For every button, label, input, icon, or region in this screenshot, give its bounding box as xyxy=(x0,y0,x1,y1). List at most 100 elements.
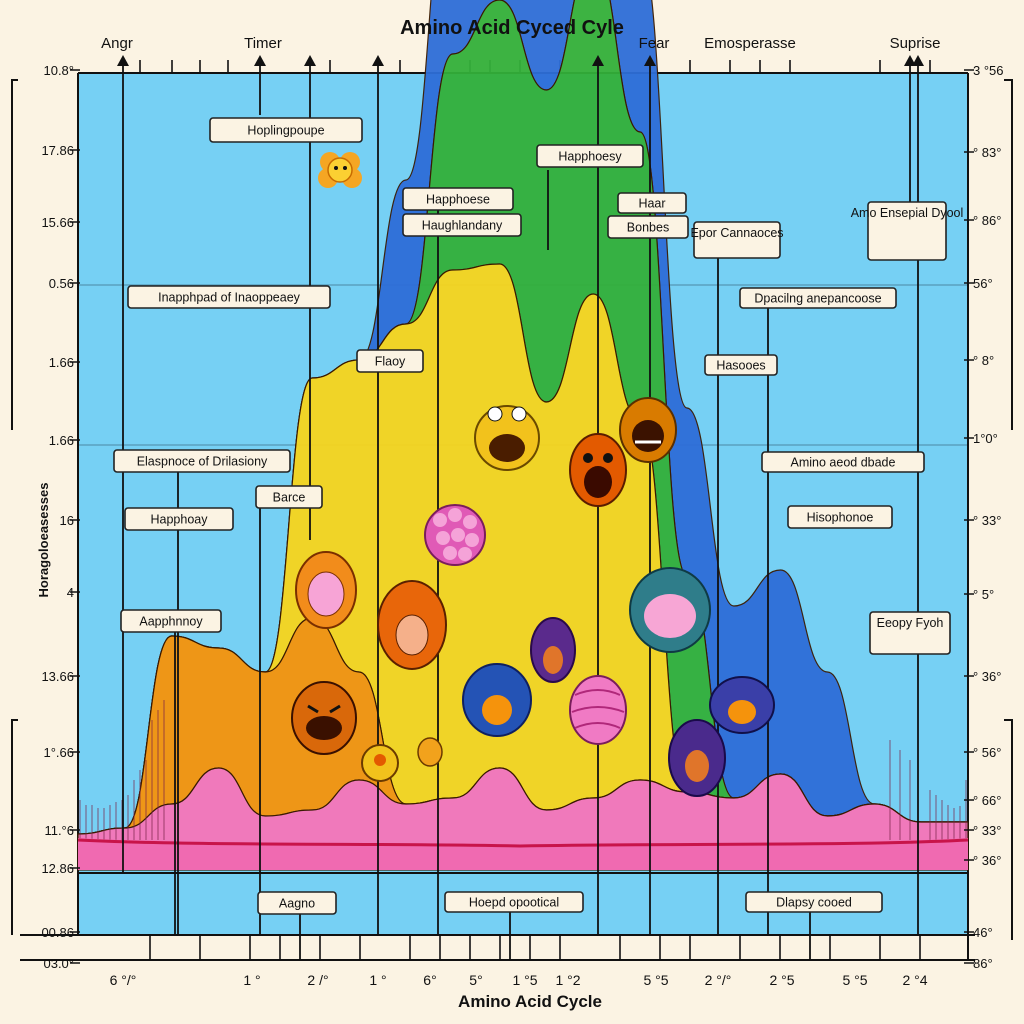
emotion-label-anger: Angr xyxy=(101,35,133,52)
annotation-text: Hasooes xyxy=(716,359,765,373)
annotation-text: Flaoy xyxy=(375,355,406,369)
y-tick-left: 00.86 xyxy=(41,925,74,940)
annotation-text: Eeopy Fyoh xyxy=(877,616,944,630)
bottom-dark-band xyxy=(78,838,968,870)
annotation-text: Hoplingpoupe xyxy=(247,124,324,138)
dark-seed-icon xyxy=(530,617,576,683)
chart-frame xyxy=(11,72,1013,961)
y-tick-right: ° 56° xyxy=(973,745,1001,760)
annotation-box: Flaoy xyxy=(356,349,424,373)
annotation-text: Happhoese xyxy=(426,193,490,207)
leader-arrows xyxy=(117,55,924,66)
x-tick: 6 °/° xyxy=(110,972,137,988)
y-tick-left: 1.66 xyxy=(49,433,74,448)
annotation-text: Inapphpad of Inaoppeaey xyxy=(158,291,301,305)
pink-core-icon xyxy=(295,551,357,629)
blue-orange-cell-icon xyxy=(462,663,532,737)
annotation-text: Hisophonoe xyxy=(807,511,874,525)
annotation-text: Barce xyxy=(273,491,306,505)
x-tick: 5° xyxy=(469,972,482,988)
annotation-box: Hoplingpoupe xyxy=(209,117,363,143)
y-tick-right: 3 °56 xyxy=(973,63,1004,78)
x-tick: 1 ° xyxy=(369,972,386,988)
annotation-text: Bonbes xyxy=(627,221,669,235)
y-tick-left: 15.66 xyxy=(41,215,74,230)
y-tick-right: ° 33° xyxy=(973,513,1001,528)
annotation-box: Inapphpad of Inaoppeaey xyxy=(127,285,331,309)
annotation-box: Happhoay xyxy=(124,507,234,531)
y-tick-right: ° 36° xyxy=(973,669,1001,684)
y-tick-right: 86° xyxy=(973,956,993,971)
y-tick-right: ° 66° xyxy=(973,793,1001,808)
annotation-box: Amino aeod dbade xyxy=(761,451,925,473)
y-tick-right: ° 86° xyxy=(973,213,1001,228)
chart-title: Amino Acid Cyced Cyle xyxy=(400,17,624,39)
y-tick-left: 12.86 xyxy=(41,861,74,876)
x-tick: 6° xyxy=(423,972,436,988)
annotation-box: Haughlandany xyxy=(402,213,522,237)
annotation-text: Happhoay xyxy=(151,513,209,527)
x-tick: 2 °4 xyxy=(902,972,927,988)
y-tick-left: 16 xyxy=(60,513,74,528)
annotation-box: Happhoese xyxy=(402,187,514,211)
y-tick-right: 1°0° xyxy=(973,431,998,446)
annotation-text: Elaspnoce of Drilasiony xyxy=(137,455,268,469)
emotion-label-emosperasse: Emosperasse xyxy=(704,35,796,52)
y-tick-right: 46° xyxy=(973,925,993,940)
annotation-box: Hoepd opootical xyxy=(444,891,584,913)
angry-face-icon xyxy=(291,681,357,755)
annotation-box: Dlapsy cooed xyxy=(745,891,883,913)
annotation-box: Elaspnoce of Drilasiony xyxy=(113,449,291,473)
annotation-text: Happhoesy xyxy=(558,150,622,164)
mask-face-icon xyxy=(709,676,775,734)
annotation-text: Haughlandany xyxy=(422,219,503,233)
y-tick-right: ° 5° xyxy=(973,587,994,602)
annotation-box: Bonbes xyxy=(607,215,689,239)
y-tick-right: ° 83° xyxy=(973,145,1001,160)
y-tick-left: 11.°6 xyxy=(44,823,74,838)
annotation-box: Eeopy Fyoh xyxy=(869,611,951,655)
x-axis-ticks: 6 °/° 1 ° 2 /° 1 ° 6° 5° 1 °5 1 °2 5 °5 2 °/° 2 °5… xyxy=(110,972,928,988)
bottom-red-line xyxy=(77,838,969,848)
y-tick-left: 1.66 xyxy=(49,355,74,370)
annotation-text: Amino aeod dbade xyxy=(791,456,896,470)
y-tick-right: ° 8° xyxy=(973,353,994,368)
y-axis-right-ticks: 3 °56 ° 83° ° 86° 56° ° 8° 1°0° ° 33° ° 5° ° 36°… xyxy=(964,63,1004,971)
raspberry-icon xyxy=(424,504,486,566)
y-tick-right: ° 36° xyxy=(973,853,1001,868)
annotation-text: Dpacilng anepancoose xyxy=(754,292,881,306)
character-blobs xyxy=(291,152,775,797)
laughing-face-icon xyxy=(474,405,540,471)
x-tick: 1 ° xyxy=(243,972,260,988)
annotation-box: Epor Cannaoces xyxy=(690,221,784,259)
annotation-box: Dpacilng anepancoose xyxy=(739,287,897,309)
x-tick: 2 °5 xyxy=(769,972,794,988)
teal-mouth-icon xyxy=(629,567,711,653)
orange-dot-icon xyxy=(417,737,443,767)
grinning-face-icon xyxy=(619,397,677,463)
annotation-text: Hoepd opootical xyxy=(469,896,559,910)
y-tick-left: 10.8° xyxy=(43,63,74,78)
y-tick-right: ° 33° xyxy=(973,823,1001,838)
emotion-label-surprise: Suprise xyxy=(890,35,941,52)
annotation-layer: Hoplingpoupe Happhoesy Happhoese Haughlanda… xyxy=(113,117,964,915)
annotation-box: Hasooes xyxy=(704,354,778,376)
annotation-box: Aapphnnoy xyxy=(120,609,222,633)
annotation-box: Haar xyxy=(617,192,687,214)
y-tick-right: 56° xyxy=(973,276,993,291)
emotion-label-timer: Timer xyxy=(244,35,282,52)
annotation-text: Aagno xyxy=(279,897,315,911)
scream-face-icon xyxy=(377,580,447,670)
x-tick: 1 °2 xyxy=(555,972,580,988)
small-yellow-face-icon xyxy=(361,744,399,782)
annotation-text: Amo Ensepial Dyool xyxy=(851,206,964,220)
pink-brain-icon xyxy=(569,675,627,745)
annotation-text: Haar xyxy=(638,197,665,211)
yellow-flower-icon xyxy=(318,152,362,188)
x-axis-label: Amino Acid Cycle xyxy=(458,992,602,1011)
annotation-box: Hisophonoe xyxy=(787,505,893,529)
annotation-text: Dlapsy cooed xyxy=(776,896,852,910)
x-tick: 2 °/° xyxy=(705,972,732,988)
y-tick-left: 03.0° xyxy=(43,956,74,971)
